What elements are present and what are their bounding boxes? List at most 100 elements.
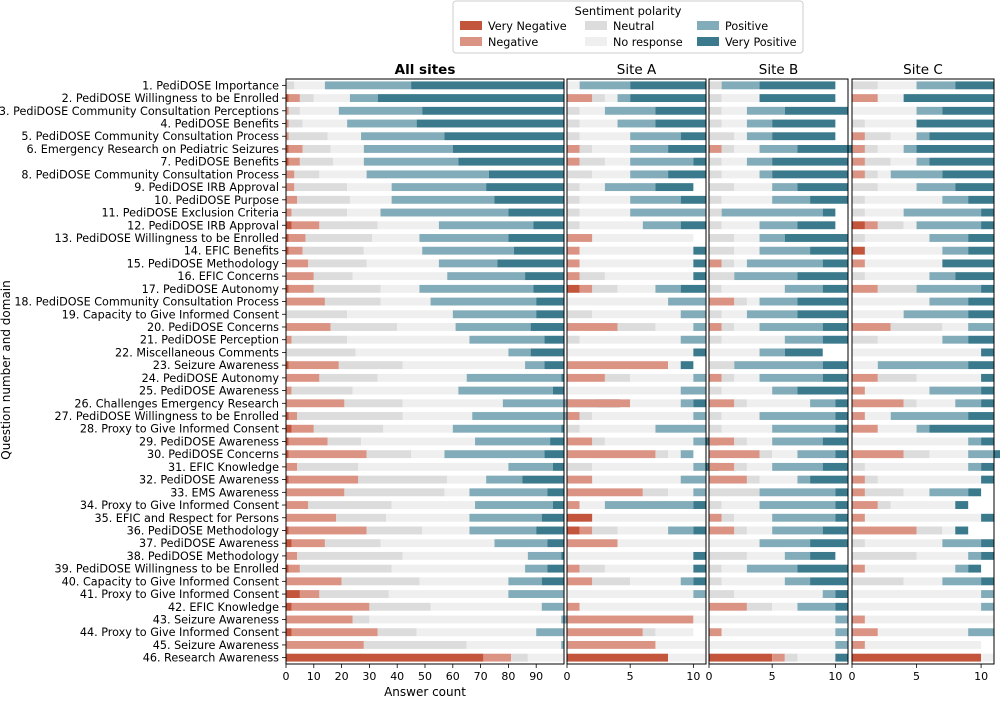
bar-neutral — [852, 462, 865, 471]
bar-no-response — [721, 564, 747, 573]
bar-no-response — [852, 348, 982, 357]
bar-very-positive — [668, 170, 706, 179]
bar-no-response — [942, 526, 956, 535]
bar-very-negative — [286, 539, 292, 548]
bar-no-response — [380, 539, 495, 548]
bar-no-response — [721, 195, 773, 204]
bar-no-response — [319, 170, 367, 179]
bar-very-positive — [544, 335, 564, 344]
bar-very-positive — [981, 475, 994, 484]
bar-negative — [286, 373, 320, 382]
bar-negative — [567, 246, 580, 255]
bar-neutral — [709, 564, 722, 573]
bar-no-response — [579, 132, 631, 141]
bar-very-negative — [286, 628, 292, 637]
bar-very-positive — [981, 348, 994, 357]
category-label: 10. PediDOSE Purpose — [154, 194, 279, 207]
bar-positive — [746, 564, 798, 573]
bar-very-positive — [810, 195, 848, 204]
bar-very-positive — [655, 106, 706, 115]
bar-no-response — [402, 361, 526, 370]
bar-no-response — [397, 323, 456, 331]
bar-neutral — [288, 106, 300, 115]
bar-no-response — [579, 119, 618, 128]
category-label: 9. PediDOSE IRB Approval — [134, 181, 279, 194]
bar-neutral — [567, 106, 580, 115]
bar-no-response — [709, 348, 760, 357]
bar-positive — [759, 170, 773, 179]
bar-very-positive — [411, 81, 564, 90]
bar-positive — [693, 412, 706, 420]
bar-very-positive — [955, 272, 994, 281]
bar-no-response — [877, 475, 982, 484]
bar-positive — [968, 450, 994, 459]
bar-very-positive — [981, 221, 994, 230]
bar-positive — [968, 323, 994, 331]
bar-positive — [422, 246, 514, 255]
bar-negative — [567, 373, 605, 382]
bar-no-response — [380, 297, 431, 306]
bar-neutral — [313, 284, 381, 293]
bar-positive — [772, 424, 836, 433]
bar-no-response — [721, 157, 747, 166]
bar-positive — [617, 94, 631, 103]
bar-positive — [784, 551, 811, 560]
bar-no-response — [759, 475, 798, 484]
bar-no-response — [772, 602, 798, 611]
bar-positive — [438, 221, 534, 230]
bar-negative — [288, 234, 306, 242]
bar-no-response — [877, 81, 917, 90]
bar-no-response — [746, 551, 785, 560]
bar-very-positive — [552, 386, 564, 395]
bar-no-response — [361, 437, 476, 446]
bar-very-negative — [852, 221, 865, 230]
bar-neutral — [297, 551, 403, 560]
legend: Sentiment polarity Very Negative Negative N… — [452, 0, 804, 54]
bar-very-positive — [822, 323, 848, 331]
bar-neutral — [305, 234, 373, 242]
bar-positive — [772, 462, 823, 471]
bar-negative — [286, 462, 298, 471]
bar-positive — [916, 284, 982, 293]
bar-negative — [852, 475, 865, 484]
bar-positive — [942, 539, 982, 548]
category-label: 11. PediDOSE Exclusion Criteria — [101, 207, 279, 220]
category-label: 18. PediDOSE Community Consultation Proc… — [14, 296, 279, 309]
bar-no-response — [604, 94, 618, 103]
bar-positive — [929, 272, 956, 281]
category-label: 34. Proxy to Give Informed Consent — [80, 499, 280, 512]
bar-negative — [852, 526, 917, 535]
bar-neutral — [864, 475, 878, 484]
bar-positive — [472, 412, 567, 420]
bar-neutral — [709, 208, 722, 217]
bar-very-positive — [994, 450, 1000, 459]
bar-no-response — [852, 106, 917, 115]
bar-no-response — [579, 259, 694, 268]
bar-neutral — [734, 297, 747, 306]
bar-positive — [561, 640, 564, 649]
x-tick-label: 20 — [335, 670, 349, 683]
bar-very-positive — [536, 310, 564, 319]
bar-no-response — [302, 119, 348, 128]
bar-very-positive — [680, 221, 706, 230]
x-tick-label: 70 — [474, 670, 488, 683]
bar-negative — [852, 424, 878, 433]
bar-positive — [444, 450, 545, 459]
panel-frame — [285, 78, 565, 665]
bar-negative — [288, 412, 298, 420]
bar-very-positive — [835, 653, 848, 662]
bar-no-response — [604, 437, 694, 446]
bar-positive — [784, 284, 823, 293]
bar-neutral — [709, 234, 735, 242]
bar-neutral — [352, 615, 370, 624]
bar-negative — [567, 475, 593, 484]
bar-neutral — [327, 437, 362, 446]
bar-very-positive — [916, 145, 994, 153]
bar-very-positive — [759, 81, 836, 90]
bar-no-response — [721, 628, 836, 637]
bar-very-positive — [810, 246, 848, 255]
bar-very-positive — [822, 526, 848, 535]
bar-neutral — [721, 513, 735, 522]
bar-positive — [784, 335, 823, 344]
bar-positive — [525, 564, 548, 573]
